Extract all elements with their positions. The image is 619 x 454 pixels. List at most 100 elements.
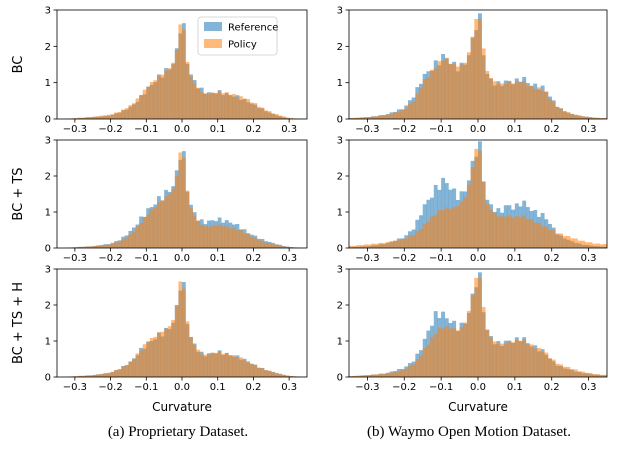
x-tick-label: 0.2 <box>544 382 560 393</box>
policy-bar <box>135 353 140 377</box>
policy-bar <box>481 181 486 248</box>
policy-bar <box>452 64 457 119</box>
policy-bar <box>400 238 405 248</box>
policy-bar <box>352 118 357 119</box>
y-tick-label: 2 <box>337 42 343 53</box>
policy-bar <box>182 288 186 377</box>
policy-bar <box>489 78 493 119</box>
policy-bar <box>160 74 165 119</box>
policy-bar <box>466 310 471 377</box>
x-tick-label: 0.1 <box>210 253 226 264</box>
policy-bar <box>78 246 83 248</box>
policy-bar <box>160 200 165 248</box>
policy-bar <box>235 96 240 119</box>
policy-bar <box>411 235 416 248</box>
policy-bar <box>114 242 118 248</box>
policy-bar <box>167 68 172 119</box>
policy-bar <box>500 343 504 377</box>
policy-bar <box>599 374 604 377</box>
policy-bar <box>430 216 434 248</box>
policy-bar <box>224 353 229 377</box>
policy-bar <box>478 150 482 248</box>
x-tick-label: −0.3 <box>63 382 87 393</box>
policy-bar <box>285 117 290 119</box>
policy-bar <box>437 328 442 377</box>
policy-bar <box>507 215 512 248</box>
y-tick-label: 0 <box>45 115 51 126</box>
y-tick-label: 2 <box>45 172 51 183</box>
policy-bar <box>224 226 229 248</box>
policy-bar <box>157 76 161 119</box>
y-tick-label: 0 <box>45 373 51 384</box>
policy-bar <box>99 373 104 377</box>
policy-bar <box>117 111 122 119</box>
policy-bar <box>559 108 563 119</box>
policy-bar <box>419 87 423 119</box>
policy-bar <box>221 353 226 377</box>
policy-bar <box>132 359 136 377</box>
y-tick-label: 3 <box>337 265 343 276</box>
row-label: BC + TS <box>11 167 26 220</box>
policy-bar <box>536 347 541 377</box>
policy-bar <box>489 337 493 377</box>
policy-bar <box>555 233 560 248</box>
policy-bar <box>570 114 575 119</box>
policy-bar <box>422 79 427 119</box>
row-label: BC + TS + H <box>11 282 26 364</box>
x-tick-label: −0.1 <box>134 253 158 264</box>
policy-bar <box>525 344 530 377</box>
policy-bar <box>533 88 538 119</box>
policy-bar <box>267 370 272 377</box>
panel-2: −0.3 −0.2 −0.1 0.0 0.1 0.2 0.3 0 1 2 3 <box>337 6 608 135</box>
policy-bar <box>196 87 201 119</box>
policy-bar <box>511 217 516 248</box>
y-tick-label: 3 <box>337 136 343 147</box>
x-tick-label: 0.2 <box>245 253 261 264</box>
y-tick-label: 3 <box>45 136 51 147</box>
policy-bar <box>174 306 179 377</box>
policy-bar <box>178 281 183 377</box>
policy-bar <box>415 231 420 248</box>
policy-bar <box>85 117 90 119</box>
policy-bar <box>444 207 449 248</box>
caption-b: (b) Waymo Open Motion Dataset. <box>367 424 571 440</box>
policy-bar <box>253 103 258 119</box>
policy-bar <box>389 114 394 119</box>
policy-bar <box>99 115 104 119</box>
y-tick-label: 0 <box>45 244 51 255</box>
policy-bar <box>581 371 586 377</box>
policy-bar <box>139 223 143 248</box>
policy-bar <box>96 245 101 248</box>
policy-bar <box>581 240 586 248</box>
policy-bar <box>437 210 442 248</box>
policy-bar <box>514 81 519 119</box>
panel-4: −0.3 −0.2 −0.1 0.0 0.1 0.2 0.3 0 1 2 3 <box>337 136 608 264</box>
policy-bar <box>481 307 486 377</box>
policy-bar <box>378 242 383 248</box>
policy-bar <box>103 373 108 377</box>
policy-bar <box>114 370 118 377</box>
policy-bar <box>393 240 398 248</box>
policy-bar <box>393 112 398 119</box>
x-tick-label: 0.0 <box>470 382 486 393</box>
policy-bar <box>404 368 409 377</box>
policy-bar <box>470 36 475 119</box>
policy-bar <box>566 235 571 248</box>
policy-bar <box>433 334 438 377</box>
x-tick-label: 0.2 <box>245 382 261 393</box>
policy-bar <box>389 372 394 377</box>
policy-bar <box>189 76 193 119</box>
policy-bar <box>185 190 190 248</box>
policy-bar <box>217 351 222 377</box>
policy-bar <box>110 243 115 248</box>
policy-bar <box>356 117 361 119</box>
x-tick-label: 0.1 <box>507 253 523 264</box>
panel-3: −0.3 −0.2 −0.1 0.0 0.1 0.2 0.3 0 1 2 3 <box>45 136 308 264</box>
y-tick-label: 0 <box>337 373 343 384</box>
x-tick-label: −0.2 <box>392 124 416 135</box>
policy-bar <box>411 364 416 377</box>
policy-bar <box>110 114 115 119</box>
policy-bar <box>363 117 368 119</box>
policy-bar <box>426 221 431 248</box>
policy-bar <box>573 114 578 119</box>
